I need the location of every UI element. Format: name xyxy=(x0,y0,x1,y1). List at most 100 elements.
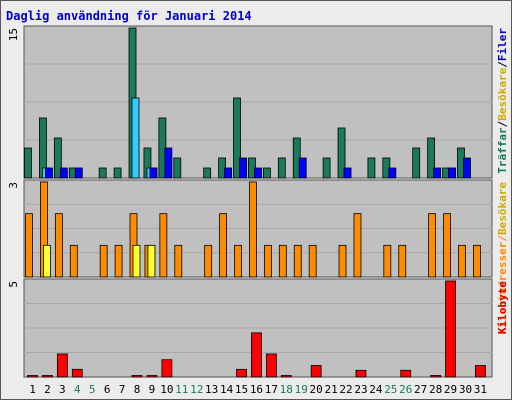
x-tick-label: 3 xyxy=(59,383,66,396)
bar-files xyxy=(388,167,397,179)
x-tick-label: 29 xyxy=(444,383,457,396)
x-tick-label: 30 xyxy=(459,383,472,396)
legend-entry: Besökare xyxy=(496,182,509,235)
bar-hosts xyxy=(293,244,302,278)
x-tick-label: 9 xyxy=(149,383,156,396)
bar-files xyxy=(59,167,68,179)
bar-hits xyxy=(113,167,122,179)
bar-hosts xyxy=(159,213,168,278)
panel-top: 15 xyxy=(7,25,493,179)
legend-entry: / xyxy=(496,235,509,242)
x-tick-label: 15 xyxy=(235,383,248,396)
bar-hosts xyxy=(69,244,78,278)
x-tick-label: 22 xyxy=(339,383,352,396)
bar-files xyxy=(463,157,471,179)
x-tick-label: 4 xyxy=(74,383,81,396)
bar-hosts xyxy=(383,244,392,278)
bar-hosts xyxy=(398,244,407,278)
x-tick-label: 26 xyxy=(399,383,412,396)
bar-hits xyxy=(173,157,182,179)
x-tick-label: 13 xyxy=(205,383,218,396)
bar-kbytes xyxy=(355,369,367,378)
x-tick-label: 6 xyxy=(104,383,111,396)
bar-hosts xyxy=(234,244,242,278)
x-tick-label: 25 xyxy=(384,383,397,396)
bar-hits xyxy=(277,157,286,179)
bar-kbytes xyxy=(265,353,277,378)
x-tick-label: 20 xyxy=(310,383,323,396)
bar-hits xyxy=(427,137,436,179)
x-tick-label: 5 xyxy=(89,383,96,396)
legend-entry: Kilobyte xyxy=(496,281,509,334)
bar-files xyxy=(164,147,173,179)
bar-kbytes xyxy=(400,369,412,378)
bar-hosts xyxy=(472,244,481,278)
bar-hits xyxy=(367,157,376,179)
bar-hits xyxy=(233,97,241,179)
bar-hosts xyxy=(25,213,33,278)
bar-files xyxy=(149,167,158,179)
bar-kbytes xyxy=(161,359,173,378)
bar-files xyxy=(433,167,442,179)
bar-kbytes xyxy=(146,375,158,378)
bar-hosts xyxy=(308,244,317,278)
x-tick-label: 27 xyxy=(414,383,427,396)
legend-entry: Filer xyxy=(496,28,509,61)
bar-hits xyxy=(412,147,421,179)
bar-hosts xyxy=(278,244,287,278)
x-tick-label: 12 xyxy=(190,383,203,396)
bar-hosts xyxy=(99,244,108,278)
bar-files xyxy=(74,167,83,179)
bar-hosts xyxy=(204,244,213,278)
bar-kbytes xyxy=(42,375,53,378)
legend-top: Träffar/Besökare/Filer xyxy=(496,28,509,174)
bar-kbytes xyxy=(430,375,442,378)
bar-kbytes xyxy=(280,375,292,378)
bar-kbytes xyxy=(56,353,68,378)
bar-hosts xyxy=(114,244,123,278)
bar-hosts xyxy=(428,213,437,278)
y-max-label: 15 xyxy=(7,28,20,41)
x-tick-label: 31 xyxy=(474,383,487,396)
x-tick-label: 16 xyxy=(250,383,263,396)
legend-entry: Träffar xyxy=(496,127,509,174)
bar-kbytes xyxy=(131,375,143,378)
x-tick-label: 17 xyxy=(265,383,278,396)
bar-kbytes xyxy=(445,280,456,378)
bar-hits xyxy=(262,167,271,179)
bar-hits xyxy=(53,137,62,179)
x-tick-label: 21 xyxy=(324,383,337,396)
bar-pages xyxy=(131,97,140,179)
bar-hits xyxy=(203,167,212,179)
y-max-label: 3 xyxy=(7,182,20,189)
bar-files xyxy=(448,167,456,179)
bar-hosts xyxy=(263,244,272,278)
bar-hosts xyxy=(338,244,347,278)
bar-visits xyxy=(132,244,141,278)
x-tick-label: 2 xyxy=(44,383,51,396)
chart-title: Daglig användning för Januari 2014 xyxy=(6,9,252,23)
bar-hits xyxy=(98,167,107,179)
panel-legends: Träffar/Besökare/FilerKlientadresser/Bes… xyxy=(496,28,509,335)
bar-kbytes xyxy=(474,365,486,378)
bar-files xyxy=(239,157,247,179)
bar-files xyxy=(45,167,53,179)
bar-kbytes xyxy=(236,368,247,378)
x-tick-label: 23 xyxy=(354,383,367,396)
bar-files xyxy=(343,167,352,179)
bar-visits xyxy=(147,244,156,278)
bar-kbytes xyxy=(71,368,83,378)
x-tick-label: 8 xyxy=(134,383,141,396)
x-tick-label: 28 xyxy=(429,383,442,396)
bar-hits xyxy=(322,157,331,179)
bar-kbytes xyxy=(251,332,262,378)
bar-hosts xyxy=(249,181,257,278)
x-tick-label: 10 xyxy=(160,383,173,396)
x-tick-label: 14 xyxy=(220,383,234,396)
x-tick-label: 7 xyxy=(119,383,126,396)
x-axis-labels: 1 2 3 4 5 6 7 8 9 10 11 12 13 14 15 16 17 18 19 20 21 22 23 24 2… xyxy=(29,383,487,396)
x-tick-label: 1 xyxy=(29,383,36,396)
panel-bottom: 5 xyxy=(7,278,493,378)
